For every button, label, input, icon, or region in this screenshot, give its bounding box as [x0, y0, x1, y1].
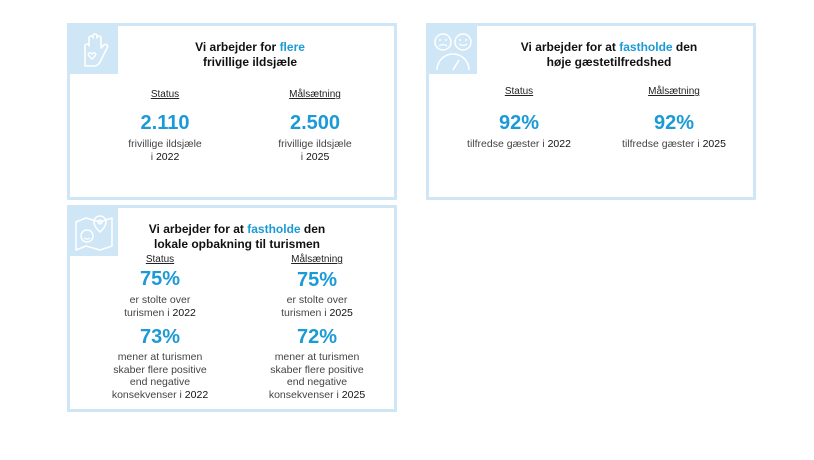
hand-heart-icon	[70, 26, 118, 74]
goal-value: 2.500	[289, 112, 341, 134]
goal-heading: Målsætning	[291, 254, 343, 265]
goal-value: 92%	[653, 112, 695, 134]
local-support-card: Vi arbejder for at fastholde den lokale …	[67, 205, 397, 412]
status-heading: Status	[145, 254, 175, 265]
pride-goal-description: er stolte over turismen i 2025	[281, 294, 353, 319]
goal-description: frivillige ildsjæle i 2025	[278, 138, 352, 163]
volunteers-card: Vi arbejder for flere frivillige ildsjæl…	[67, 23, 397, 200]
pride-status-value: 75%	[139, 268, 181, 290]
guest-satisfaction-title: Vi arbejder for at fastholde den høje gæ…	[520, 40, 698, 69]
guest-satisfaction-card: Vi arbejder for at fastholde den høje gæ…	[426, 23, 756, 200]
status-value: 92%	[498, 112, 540, 134]
pride-status-description: er stolte over turismen i 2022	[124, 294, 196, 319]
status-heading: Status	[504, 86, 534, 97]
goal-heading: Målsætning	[648, 86, 700, 97]
impact-goal-value: 72%	[296, 326, 338, 348]
volunteers-title: Vi arbejder for flere frivillige ildsjæl…	[195, 40, 305, 69]
map-location-smiley-icon	[70, 208, 118, 256]
goal-description: tilfredse gæster i 2025	[622, 138, 726, 150]
impact-goal-description: mener at turismen skaber flere positive …	[268, 351, 366, 401]
status-value: 2.110	[140, 112, 190, 134]
local-support-title: Vi arbejder for at fastholde den lokale …	[148, 222, 326, 251]
impact-status-description: mener at turismen skaber flere positive …	[111, 351, 209, 401]
status-description: tilfredse gæster i 2022	[467, 138, 571, 150]
status-description: frivillige ildsjæle i 2022	[128, 138, 202, 163]
pride-goal-value: 75%	[296, 269, 338, 291]
impact-status-value: 73%	[139, 326, 181, 348]
goal-heading: Målsætning	[289, 89, 341, 100]
sad-happy-faces-gauge-icon	[429, 26, 477, 74]
status-heading: Status	[150, 89, 180, 100]
